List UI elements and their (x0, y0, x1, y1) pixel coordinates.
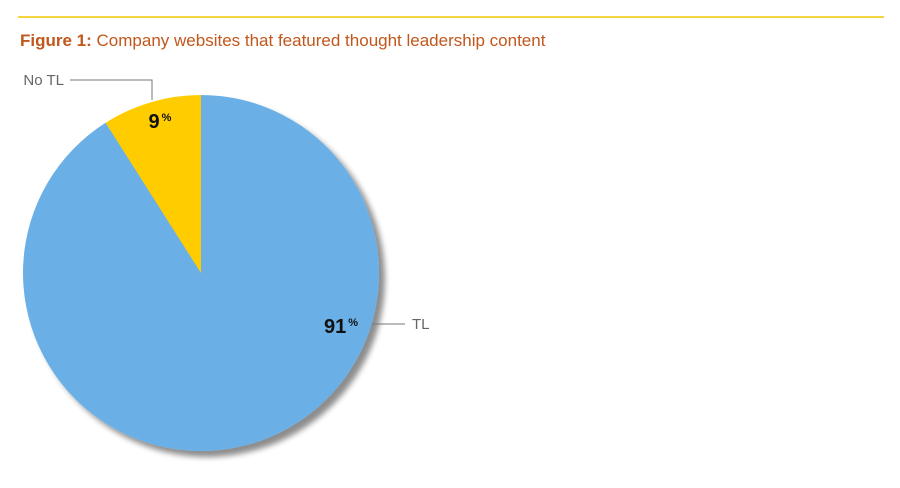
chart-title: Company websites that featured thought l… (97, 31, 546, 50)
category-label: TL (412, 316, 430, 333)
chart-title-line: Figure 1: Company websites that featured… (20, 31, 546, 50)
value-label: 91% (324, 316, 358, 338)
pie-slice (105, 95, 201, 273)
leader-line (70, 79, 153, 100)
figure-label: Figure 1: (20, 31, 92, 50)
category-label: No TL (23, 72, 64, 89)
value-label: 9% (149, 111, 172, 133)
pie (23, 95, 379, 451)
